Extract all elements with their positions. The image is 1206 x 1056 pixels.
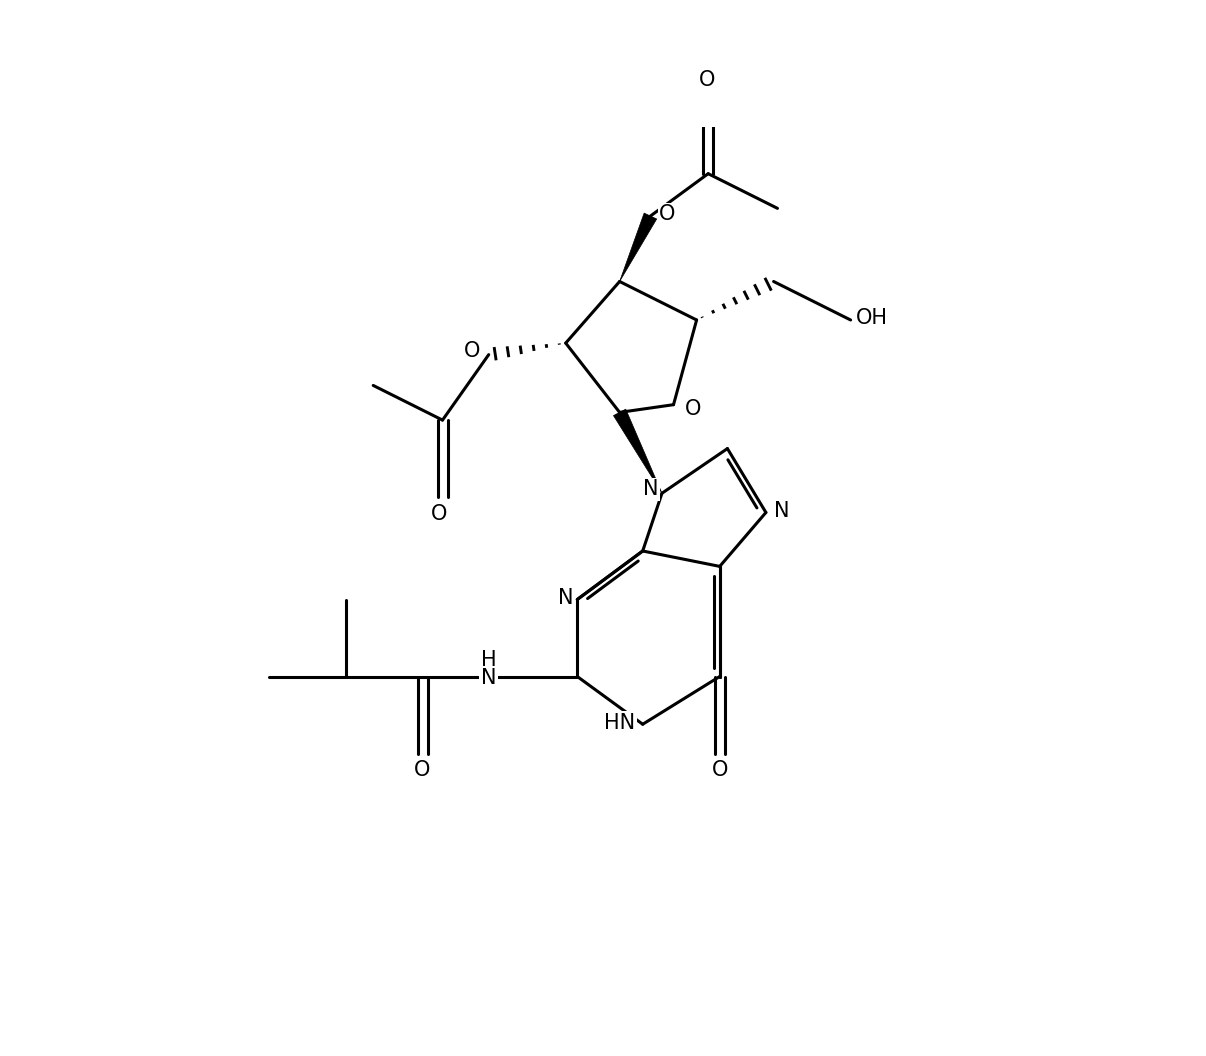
Text: HN: HN bbox=[604, 713, 636, 733]
Text: OH: OH bbox=[856, 308, 888, 328]
Polygon shape bbox=[614, 409, 662, 493]
Text: O: O bbox=[712, 760, 728, 780]
Text: O: O bbox=[660, 205, 675, 225]
Text: O: O bbox=[414, 760, 429, 780]
Polygon shape bbox=[620, 213, 657, 282]
Text: H: H bbox=[481, 649, 497, 670]
Text: O: O bbox=[698, 70, 715, 90]
Text: N: N bbox=[481, 668, 497, 689]
Text: N: N bbox=[643, 479, 658, 499]
Text: O: O bbox=[463, 341, 480, 361]
Text: N: N bbox=[558, 588, 574, 608]
Text: N: N bbox=[773, 501, 789, 521]
Text: O: O bbox=[685, 398, 701, 418]
Text: O: O bbox=[431, 504, 447, 524]
